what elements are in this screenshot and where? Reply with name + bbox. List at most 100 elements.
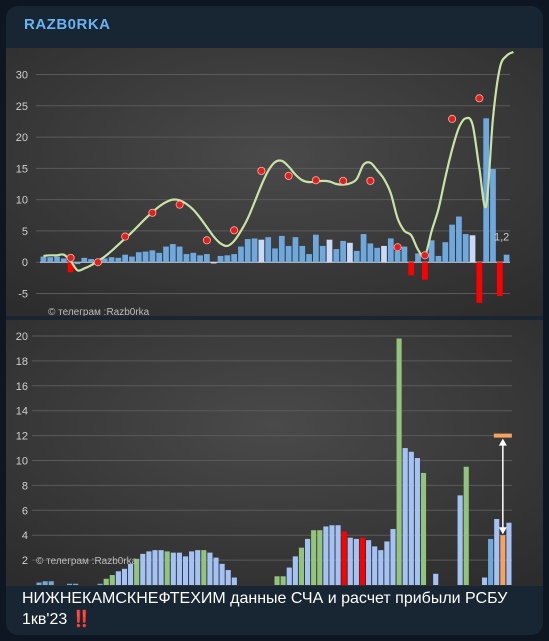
chart-bar <box>469 235 476 263</box>
y-tick-label: 18 <box>16 356 28 368</box>
chart-bar <box>60 258 67 263</box>
channel-name[interactable]: RAZB0RKA <box>24 16 111 33</box>
chart-bar <box>122 254 129 263</box>
chart-bar <box>146 551 152 585</box>
chart-bar <box>442 242 449 263</box>
chart-bar <box>359 537 366 585</box>
arrow-head-down <box>498 527 507 535</box>
chart-bar <box>366 540 372 585</box>
chart-bar <box>347 242 353 263</box>
chart-image-bottom[interactable]: 2 4 6 8 10 12 14 16 18 20 © телеграм :Razb0rka <box>6 320 543 586</box>
chart-bar <box>231 577 237 585</box>
chart-background <box>6 48 543 316</box>
chart-bar <box>244 239 251 263</box>
chart-bar <box>428 240 435 263</box>
chart-bar <box>317 530 323 585</box>
chart-bar <box>272 248 278 263</box>
chart-bar <box>156 252 163 263</box>
chart-bar <box>326 239 333 263</box>
chart-bar <box>341 531 347 585</box>
chart-bar <box>103 578 109 585</box>
chart-bar <box>265 237 272 263</box>
chart-bar <box>195 550 201 585</box>
chart-bar <box>483 118 490 263</box>
trend-marker <box>175 200 184 209</box>
chart-bar <box>396 338 402 585</box>
trend-marker <box>475 94 484 103</box>
chart-bar <box>449 224 455 263</box>
chart-bar <box>381 245 387 263</box>
y-tick-label: 14 <box>16 406 28 418</box>
chart-bar <box>394 250 401 263</box>
y-tick-label: 20 <box>16 331 28 343</box>
y-tick-label: -5 <box>18 288 28 300</box>
chart-bar <box>401 246 408 263</box>
chart-bar <box>347 537 353 585</box>
chart-bar <box>390 528 396 585</box>
chart-bar <box>420 472 427 585</box>
chart-bar <box>197 255 203 263</box>
trend-marker <box>366 176 375 185</box>
chart-bar <box>88 259 94 263</box>
trend-marker <box>121 232 130 241</box>
chart-bar <box>285 245 292 263</box>
chart-bar <box>490 168 496 263</box>
y-tick-label: 8 <box>22 480 28 492</box>
chart-bar <box>278 235 285 263</box>
chart-bar <box>158 550 164 585</box>
chart-bar <box>74 262 81 265</box>
chart-bar <box>176 552 182 585</box>
chart-bar <box>433 573 439 585</box>
chart-bar <box>128 563 134 585</box>
chart-bar <box>319 245 326 263</box>
chart-bar <box>109 575 115 585</box>
chart-bar <box>217 255 224 263</box>
trend-marker <box>66 253 75 262</box>
y-tick-label: 25 <box>16 101 28 113</box>
y-tick-label: 10 <box>16 195 28 207</box>
chart-bar <box>378 550 384 585</box>
chart-bar <box>67 262 74 273</box>
chart-bar <box>333 249 340 263</box>
trend-marker <box>148 208 157 217</box>
profit-chart: 2 4 6 8 10 12 14 16 18 20 © телеграм :Razb0rka <box>6 320 543 586</box>
chart-bar <box>36 582 42 585</box>
y-tick-label: 20 <box>16 132 28 144</box>
chart-bar <box>367 243 374 263</box>
chart-bar <box>54 256 60 263</box>
chart-bar <box>152 550 158 585</box>
chart-bar <box>372 546 378 585</box>
chart-bar <box>176 246 183 263</box>
chart-bar <box>496 262 503 296</box>
chart-bar <box>384 541 390 585</box>
chart-bar <box>503 254 510 263</box>
message-caption: НИЖНЕКАМСКНЕФТЕХИМ данные СЧА и расчет п… <box>22 588 532 630</box>
chart-bar <box>149 250 156 263</box>
chart-bar <box>292 237 299 263</box>
chart-bar <box>488 538 494 585</box>
chart-bar <box>387 238 394 263</box>
y-tick-label: 10 <box>16 456 28 468</box>
chart-bar <box>201 550 207 585</box>
chart-bar <box>190 252 197 263</box>
watermark-text: © телеграм :Razb0rka <box>36 556 138 567</box>
chart-bar <box>402 448 408 585</box>
chart-image-top[interactable]: -5 0 5 10 15 20 25 30 1,2 © телеграм :Razb0rka <box>6 48 543 316</box>
trend-marker <box>339 176 348 185</box>
chart-bar <box>353 538 359 585</box>
trend-marker <box>448 114 457 123</box>
chart-bar <box>67 583 73 585</box>
chart-bar <box>101 258 108 263</box>
chart-bar <box>340 240 346 263</box>
chart-bar <box>169 244 176 263</box>
chart-bar <box>313 234 319 263</box>
chart-bar <box>73 583 79 585</box>
chart-bar <box>286 567 292 585</box>
chart-bar <box>457 495 463 585</box>
chart-bar <box>306 254 312 263</box>
chart-bar <box>421 262 428 280</box>
chart-bar <box>231 254 237 263</box>
chart-bar <box>481 577 488 585</box>
chart-bar <box>129 256 135 263</box>
chart-bar <box>135 252 142 263</box>
